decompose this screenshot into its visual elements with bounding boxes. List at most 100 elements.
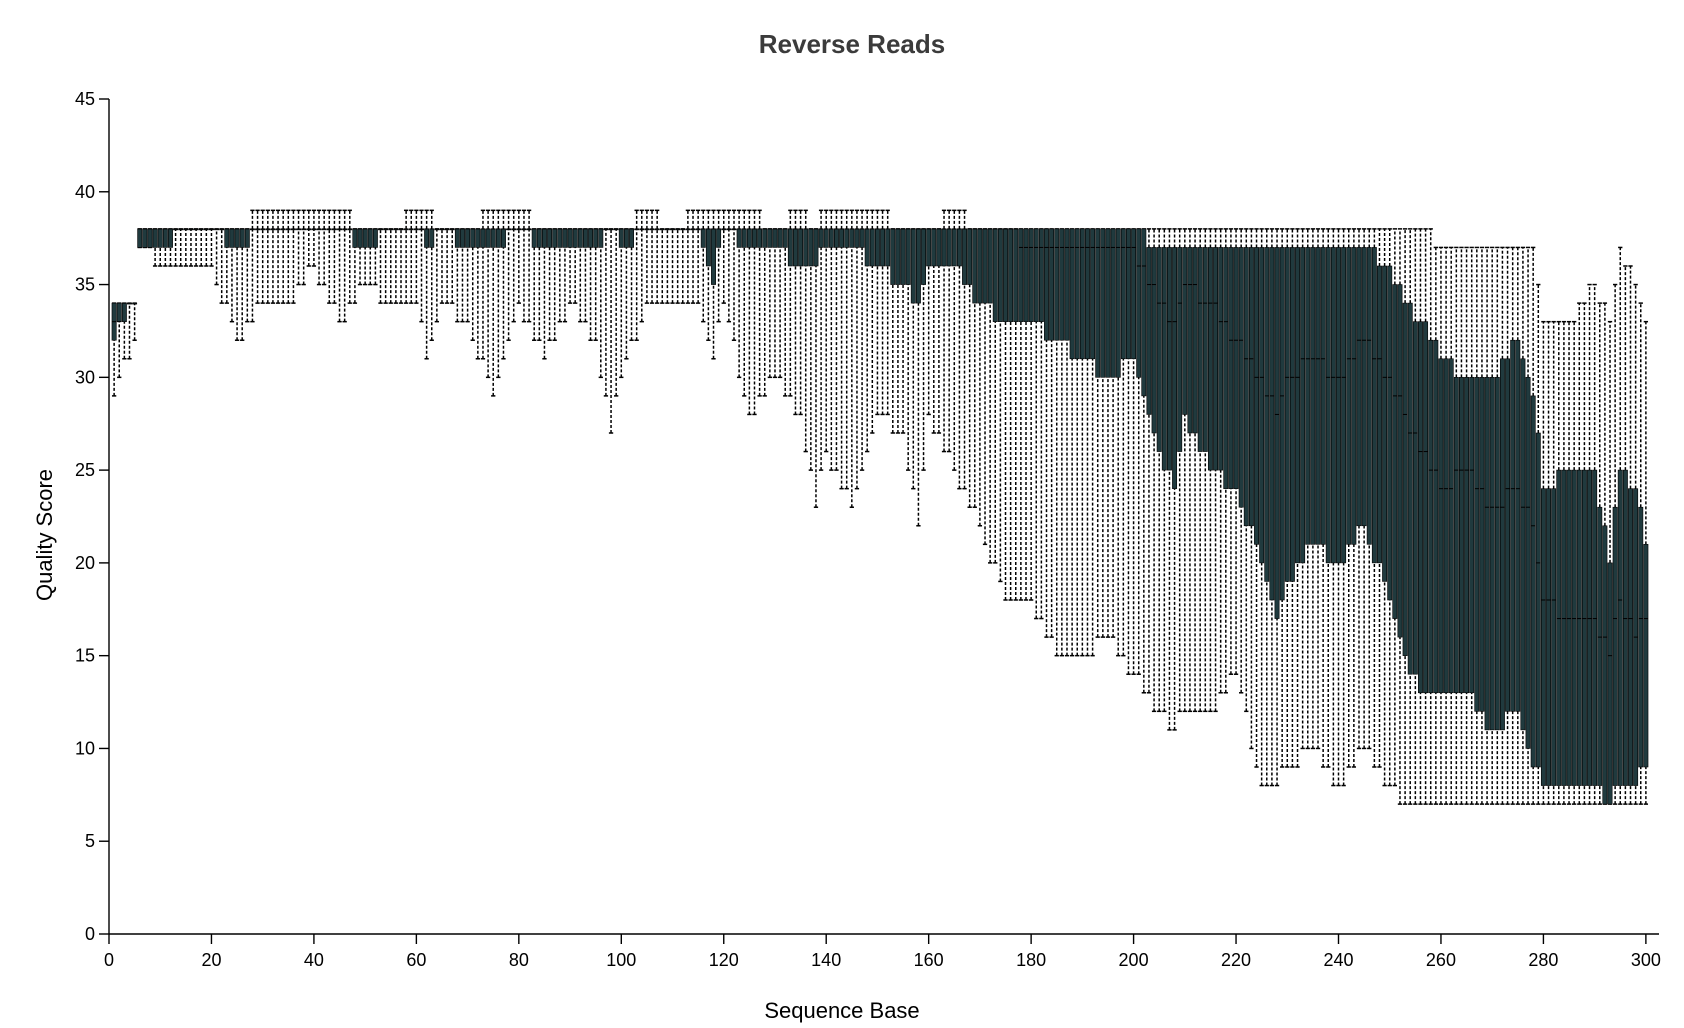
box-127 xyxy=(757,209,763,397)
box-246 xyxy=(1366,228,1372,750)
box-285 xyxy=(1566,320,1572,805)
iqr-213 xyxy=(1197,247,1203,452)
box-16 xyxy=(188,228,194,267)
iqr-130 xyxy=(772,228,778,248)
iqr-68 xyxy=(454,228,460,248)
box-296 xyxy=(1622,265,1628,805)
iqr-160 xyxy=(926,228,932,267)
box-130 xyxy=(772,228,778,379)
box-279 xyxy=(1535,283,1541,805)
iqr-283 xyxy=(1556,469,1562,786)
box-195 xyxy=(1105,228,1111,638)
x-tick-label-180: 180 xyxy=(1016,950,1046,970)
box-173 xyxy=(992,228,998,564)
box-198 xyxy=(1120,228,1126,657)
iqr-76 xyxy=(495,228,501,248)
box-292 xyxy=(1602,302,1608,805)
iqr-124 xyxy=(741,228,747,248)
box-290 xyxy=(1592,283,1598,805)
box-164 xyxy=(946,209,952,453)
box-57 xyxy=(398,228,404,304)
box-95 xyxy=(593,228,599,341)
iqr-208 xyxy=(1172,247,1178,489)
box-254 xyxy=(1407,228,1413,805)
iqr-268 xyxy=(1479,377,1485,712)
box-236 xyxy=(1315,228,1321,750)
box-175 xyxy=(1003,228,1008,601)
box-27 xyxy=(244,228,250,323)
iqr-225 xyxy=(1259,247,1265,564)
iqr-249 xyxy=(1382,265,1388,582)
y-tick-label-35: 35 xyxy=(75,275,95,295)
box-229 xyxy=(1279,228,1285,768)
iqr-196 xyxy=(1110,228,1116,378)
box-218 xyxy=(1223,228,1229,694)
iqr-72 xyxy=(475,228,481,248)
box-32 xyxy=(270,209,276,304)
box-15 xyxy=(183,228,189,267)
iqr-155 xyxy=(900,228,906,285)
iqr-195 xyxy=(1105,228,1111,378)
iqr-175 xyxy=(1003,228,1008,322)
box-35 xyxy=(285,209,291,304)
iqr-158 xyxy=(915,228,921,304)
iqr-219 xyxy=(1228,247,1234,489)
iqr-209 xyxy=(1177,247,1183,452)
box-7 xyxy=(142,228,148,249)
iqr-89 xyxy=(562,228,568,248)
iqr-232 xyxy=(1295,247,1300,564)
box-30 xyxy=(260,209,266,304)
iqr-163 xyxy=(941,228,947,267)
y-tick-label-45: 45 xyxy=(75,89,95,109)
iqr-118 xyxy=(711,228,716,285)
iqr-156 xyxy=(905,228,911,285)
box-244 xyxy=(1356,228,1362,750)
box-227 xyxy=(1269,228,1275,787)
box-250 xyxy=(1387,228,1393,787)
iqr-191 xyxy=(1085,228,1090,360)
box-270 xyxy=(1489,246,1495,805)
iqr-93 xyxy=(582,228,588,248)
iqr-157 xyxy=(910,228,916,304)
box-85 xyxy=(541,228,547,360)
iqr-88 xyxy=(557,228,563,248)
iqr-25 xyxy=(234,228,240,248)
iqr-12 xyxy=(168,228,173,248)
box-243 xyxy=(1351,228,1357,768)
box-101 xyxy=(623,228,629,360)
box-258 xyxy=(1428,228,1434,805)
box-221 xyxy=(1238,228,1244,694)
chart-title: Reverse Reads xyxy=(759,29,945,59)
box-240 xyxy=(1336,228,1341,787)
iqr-212 xyxy=(1192,247,1198,434)
iqr-10 xyxy=(157,228,163,248)
box-77 xyxy=(501,209,506,360)
box-185 xyxy=(1054,228,1060,657)
iqr-189 xyxy=(1074,228,1080,360)
box-155 xyxy=(900,228,906,434)
iqr-258 xyxy=(1428,339,1434,694)
box-31 xyxy=(265,209,271,304)
box-209 xyxy=(1177,228,1183,713)
iqr-299 xyxy=(1638,506,1644,768)
box-183 xyxy=(1044,228,1049,638)
box-182 xyxy=(1038,228,1044,620)
iqr-295 xyxy=(1617,469,1623,786)
box-235 xyxy=(1310,228,1316,750)
box-21 xyxy=(214,228,220,286)
iqr-269 xyxy=(1484,377,1490,731)
box-83 xyxy=(531,228,537,341)
iqr-272 xyxy=(1499,358,1505,731)
box-79 xyxy=(511,209,517,323)
box-271 xyxy=(1494,246,1500,805)
iqr-282 xyxy=(1551,488,1557,786)
box-53 xyxy=(378,228,383,304)
box-115 xyxy=(695,209,701,304)
iqr-228 xyxy=(1274,247,1280,619)
box-98 xyxy=(608,228,614,434)
iqr-73 xyxy=(480,228,486,248)
box-163 xyxy=(941,209,947,453)
box-199 xyxy=(1126,228,1131,675)
box-75 xyxy=(490,209,496,397)
box-225 xyxy=(1259,228,1265,787)
